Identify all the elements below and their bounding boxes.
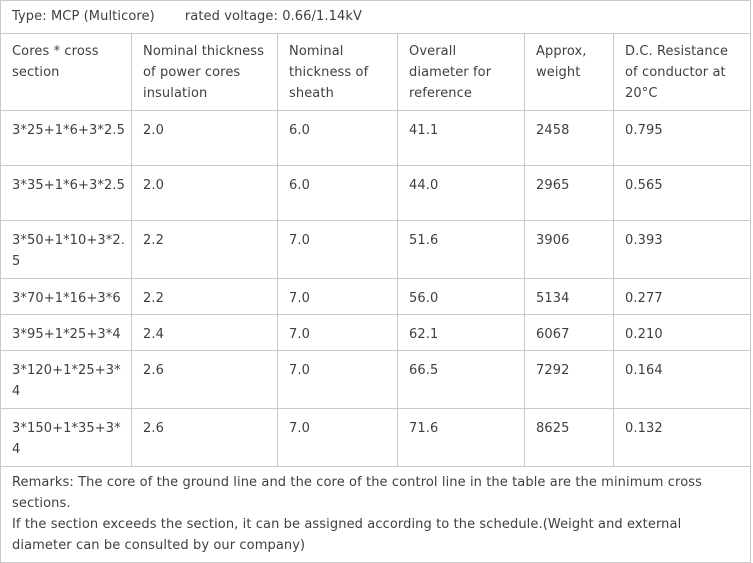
table-cell-resistance: 0.164: [612, 350, 752, 409]
table-cell-weight: 6067: [524, 314, 614, 351]
table-cell-cores: 3*50+1*10+3*2.5: [0, 220, 132, 279]
table-cell-weight: 7292: [524, 350, 614, 409]
remarks-minimum-cross-sections: Remarks: The core of the ground line and…: [12, 475, 703, 511]
table-cell-sheath: 7.0: [277, 314, 398, 351]
table-cell-resistance: 0.132: [612, 408, 752, 467]
remarks-row: Remarks: The core of the ground line and…: [0, 466, 752, 563]
table-cell-diameter: 66.5: [397, 350, 525, 409]
table-cell-cores: 3*150+1*35+3*4: [0, 408, 132, 467]
table-cell-weight: 2458: [524, 110, 614, 166]
remarks-cell: Remarks: The core of the ground line and…: [0, 466, 752, 563]
table-cell-cores: 3*35+1*6+3*2.5: [0, 165, 132, 221]
column-header-diameter: Overall diameter for reference: [397, 33, 525, 111]
column-header-cores: Cores * cross section: [0, 33, 132, 111]
table-cell-insulation: 2.2: [131, 278, 278, 315]
table-cell-insulation: 2.4: [131, 314, 278, 351]
table-row: 3*70+1*16+3*6 2.2 7.0 56.0 5134 0.277: [0, 278, 752, 315]
table-cell-resistance: 0.565: [612, 165, 752, 221]
table-cell-insulation: 2.2: [131, 220, 278, 279]
table-cell-diameter: 44.0: [397, 165, 525, 221]
table-cell-resistance: 0.277: [612, 278, 752, 315]
table-cell-sheath: 7.0: [277, 220, 398, 279]
column-header-sheath: Nominal thickness of sheath: [277, 33, 398, 111]
column-header-resistance: D.C. Resistance of conductor at 20°C: [612, 33, 752, 111]
rated-voltage-label: rated voltage: 0.66/1.14kV: [184, 9, 362, 24]
header-row: Cores * cross section Nominal thickness …: [0, 33, 752, 111]
table-row: 3*150+1*35+3*4 2.6 7.0 71.6 8625 0.132: [0, 408, 752, 467]
table-cell-weight: 3906: [524, 220, 614, 279]
table-cell-weight: 2965: [524, 165, 614, 221]
table-cell-insulation: 2.0: [131, 165, 278, 221]
table-row: 3*35+1*6+3*2.5 2.0 6.0 44.0 2965 0.565: [0, 165, 752, 221]
table-cell-insulation: 2.0: [131, 110, 278, 166]
table-cell-weight: 5134: [524, 278, 614, 315]
table-row: 3*25+1*6+3*2.5 2.0 6.0 41.1 2458 0.795: [0, 110, 752, 166]
table-cell-diameter: 51.6: [397, 220, 525, 279]
table-cell-sheath: 7.0: [277, 350, 398, 409]
table-cell-diameter: 71.6: [397, 408, 525, 467]
table-cell-sheath: 6.0: [277, 165, 398, 221]
table-cell-diameter: 62.1: [397, 314, 525, 351]
table-cell-sheath: 7.0: [277, 278, 398, 315]
table-cell-cores: 3*25+1*6+3*2.5: [0, 110, 132, 166]
type-row: Type: MCP (Multicore) rated voltage: 0.66…: [0, 0, 752, 34]
table-cell-resistance: 0.210: [612, 314, 752, 351]
type-cell: Type: MCP (Multicore) rated voltage: 0.66…: [0, 0, 752, 34]
table-cell-insulation: 2.6: [131, 408, 278, 467]
table-cell-weight: 8625: [524, 408, 614, 467]
table-cell-diameter: 41.1: [397, 110, 525, 166]
table-row: 3*50+1*10+3*2.5 2.2 7.0 51.6 3906 0.393: [0, 220, 752, 279]
column-header-insulation: Nominal thickness of power cores insulat…: [131, 33, 278, 111]
table-cell-cores: 3*70+1*16+3*6: [0, 278, 132, 315]
remarks-schedule-note: If the section exceeds the section, it c…: [12, 517, 682, 553]
table-cell-cores: 3*120+1*25+3*4: [0, 350, 132, 409]
table-row: 3*95+1*25+3*4 2.4 7.0 62.1 6067 0.210: [0, 314, 752, 351]
table-cell-sheath: 6.0: [277, 110, 398, 166]
table-row: 3*120+1*25+3*4 2.6 7.0 66.5 7292 0.164: [0, 350, 752, 409]
table-cell-insulation: 2.6: [131, 350, 278, 409]
table-cell-diameter: 56.0: [397, 278, 525, 315]
table-cell-cores: 3*95+1*25+3*4: [0, 314, 132, 351]
table-cell-resistance: 0.795: [612, 110, 752, 166]
column-header-weight: Approx, weight: [524, 33, 614, 111]
table-cell-sheath: 7.0: [277, 408, 398, 467]
table-cell-resistance: 0.393: [612, 220, 752, 279]
cable-type-label: Type: MCP (Multicore): [12, 9, 155, 24]
